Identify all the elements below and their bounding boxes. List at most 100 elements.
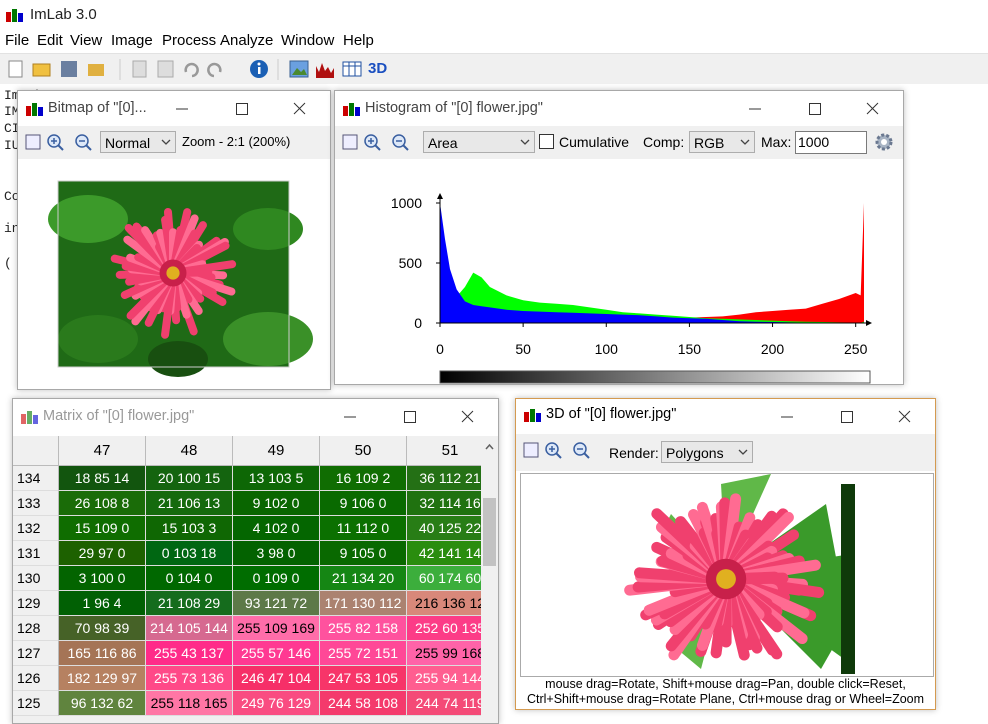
histogram-area	[440, 203, 864, 323]
zoom-label: Zoom - 2:1 (200%)	[182, 134, 290, 149]
chevron-path	[741, 140, 749, 144]
column-header: 49	[233, 436, 320, 466]
chevron	[740, 139, 750, 147]
matrix-cell: 21 106 13	[146, 491, 233, 516]
menu-item[interactable]: Edit	[37, 32, 63, 49]
maximize-button[interactable]	[842, 412, 853, 423]
menu-item[interactable]: View	[70, 32, 102, 49]
menu-item[interactable]: File	[5, 32, 29, 49]
toolbar-3d-button[interactable]: 3D	[368, 60, 387, 77]
x-axis-arrow	[866, 320, 872, 326]
window-title: Bitmap of "[0]...	[48, 100, 147, 116]
matrix-cell: 171 130 112	[320, 591, 407, 616]
chevron-path	[521, 140, 529, 144]
matrix-cell: 21 134 20	[320, 566, 407, 591]
matrix-cell: 60 174 60	[407, 566, 481, 591]
tool-icons	[22, 132, 102, 154]
matrix-cell: 0 104 0	[146, 566, 233, 591]
row-header: 126	[13, 666, 59, 691]
window-controls	[743, 91, 903, 126]
matrix-cell: 9 106 0	[320, 491, 407, 516]
view-mode-select[interactable]: Normal	[100, 131, 176, 153]
y-axis-arrow	[437, 193, 443, 199]
menu-item[interactable]: Image	[111, 32, 153, 49]
y-tick-label: 0	[414, 315, 422, 331]
title-bar: Bitmap of "[0]...	[18, 91, 330, 126]
matrix-cell: 216 136 12	[407, 591, 481, 616]
window-title: Histogram of "[0] flower.jpg"	[365, 100, 543, 116]
matrix-cell: 255 118 165	[146, 691, 233, 716]
matrix-cell: 70 98 39	[59, 616, 146, 641]
settings-button[interactable]	[875, 133, 893, 151]
x-tick-label: 100	[595, 341, 619, 357]
scrollbar[interactable]	[481, 436, 498, 723]
zoom-handle	[375, 145, 380, 150]
matrix-cell: 249 76 129	[233, 691, 320, 716]
window-icon	[26, 101, 44, 117]
matrix-cell: 255 99 168	[407, 641, 481, 666]
menu-item[interactable]: Analyze	[220, 32, 273, 49]
status-line: Ctrl+Shift+mouse drag=Rotate Plane, Ctrl…	[516, 692, 935, 707]
matrix-cell: 182 129 97	[59, 666, 146, 691]
close-button[interactable]	[899, 411, 910, 422]
matrix-cell: 9 105 0	[320, 541, 407, 566]
row-header: 125	[13, 691, 59, 716]
export-button[interactable]	[524, 443, 538, 457]
matrix-cell: 4 102 0	[233, 516, 320, 541]
intensity-bar	[440, 371, 870, 383]
maximize-button[interactable]	[405, 412, 416, 423]
matrix-cell: 3 98 0	[233, 541, 320, 566]
leaf	[58, 315, 138, 363]
matrix-cell: 244 58 108	[320, 691, 407, 716]
matrix-cell: 36 112 21	[407, 466, 481, 491]
export-button[interactable]	[26, 135, 40, 149]
mode-select[interactable]: Area	[423, 131, 535, 153]
comp-select[interactable]: RGB	[689, 131, 755, 153]
export-button[interactable]	[343, 135, 357, 149]
matrix-cell: 20 100 15	[146, 466, 233, 491]
select-value: RGB	[694, 135, 724, 151]
max-label: Max:	[761, 134, 791, 150]
window-title: 3D of "[0] flower.jpg"	[546, 406, 676, 422]
cumulative-checkbox[interactable]	[539, 134, 555, 150]
column-header: 51	[407, 436, 481, 466]
maximize-button[interactable]	[810, 104, 821, 115]
tool-icons	[520, 440, 600, 462]
max-input[interactable]: 1000	[795, 131, 867, 154]
app-title-bar: ImLab 3.0	[0, 0, 988, 30]
menu-item[interactable]: Process	[162, 32, 216, 49]
matrix-cell: 0 103 18	[146, 541, 233, 566]
close-button[interactable]	[294, 103, 305, 114]
close-button[interactable]	[867, 103, 878, 114]
window-controls	[338, 399, 498, 434]
bitmap-view	[18, 159, 330, 389]
render-select[interactable]: Polygons	[661, 441, 753, 463]
row-header: 134	[13, 466, 59, 491]
matrix-cell: 15 103 3	[146, 516, 233, 541]
maximize-button[interactable]	[237, 104, 248, 115]
window-title: Matrix of "[0] flower.jpg"	[43, 408, 194, 424]
bitmap-window: Bitmap of "[0]... Normal Zoom - 2:1 (200…	[17, 90, 331, 390]
matrix-cell: 21 108 29	[146, 591, 233, 616]
close-button[interactable]	[462, 411, 473, 422]
zoom-handle	[584, 453, 589, 458]
x-tick-label: 200	[761, 341, 785, 357]
row-header: 127	[13, 641, 59, 666]
y-tick-label: 500	[399, 255, 423, 271]
partial-row	[13, 716, 481, 723]
menu-item[interactable]: Help	[343, 32, 374, 49]
matrix-cell: 255 57 146	[233, 641, 320, 666]
matrix-cell: 1 96 4	[59, 591, 146, 616]
select-value: Area	[428, 135, 458, 151]
matrix-cell: 13 103 5	[233, 466, 320, 491]
histogram-window: Histogram of "[0] flower.jpg" Area Cumul…	[334, 90, 904, 385]
status-text: mouse drag=Rotate, Shift+mouse drag=Pan,…	[516, 677, 935, 707]
matrix-cell: 3 100 0	[59, 566, 146, 591]
menu-item[interactable]: Window	[281, 32, 334, 49]
console-line: (	[4, 256, 12, 271]
chevron	[520, 139, 530, 147]
app-icon	[6, 7, 24, 23]
